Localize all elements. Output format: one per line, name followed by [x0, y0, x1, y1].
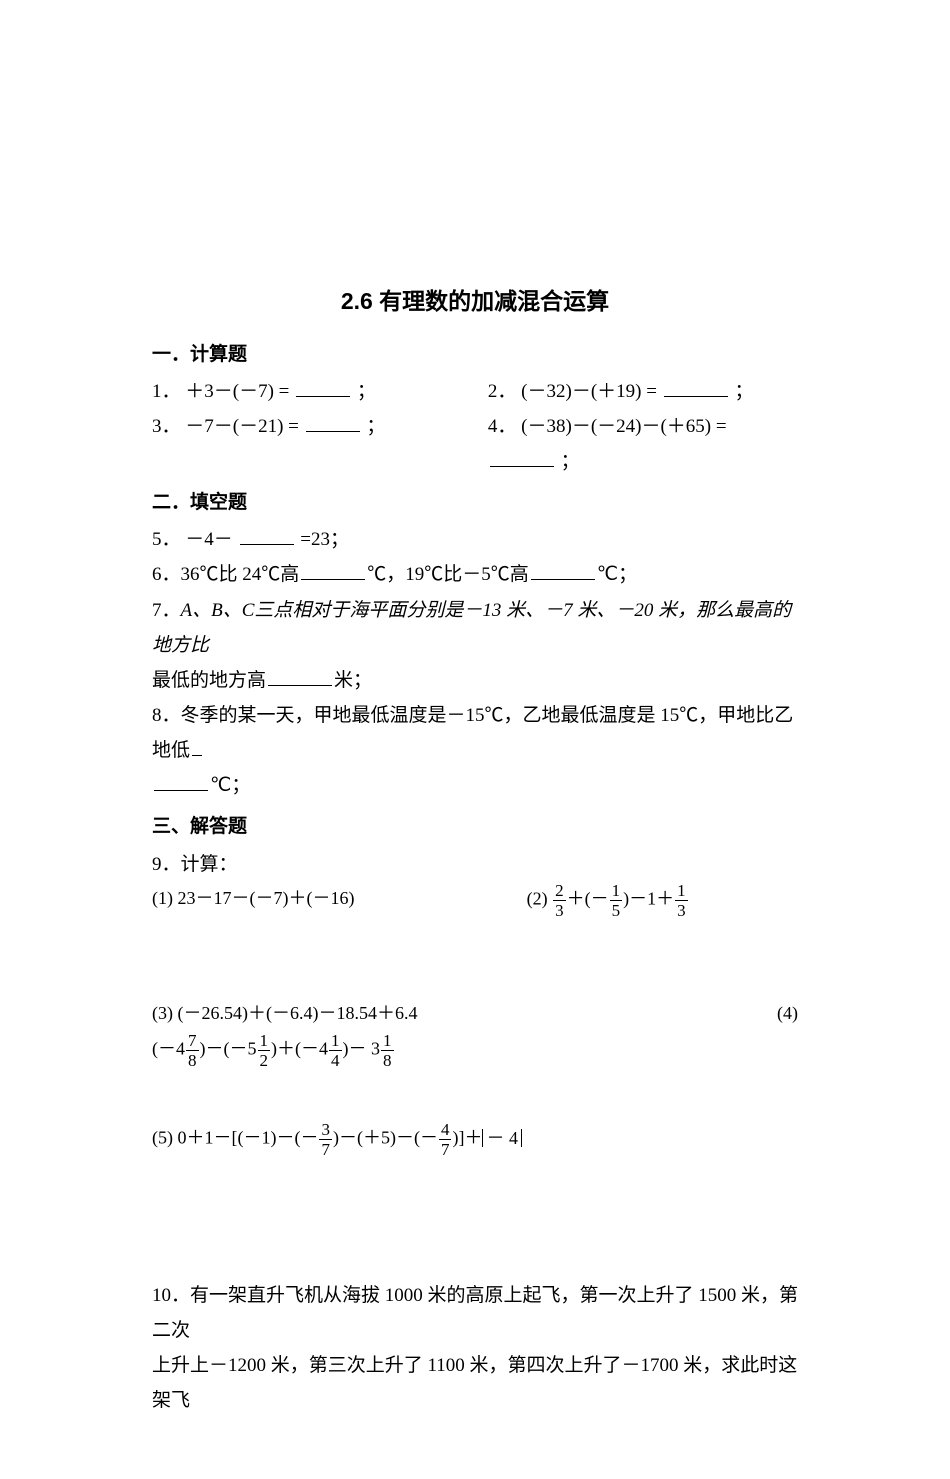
frac-2-3: 23: [553, 882, 566, 919]
q9-2-lead: (2): [527, 888, 553, 908]
q9-4-c: )＋(－4: [271, 1039, 328, 1059]
q9-2: (2) 23＋(－15)－1＋13: [527, 882, 798, 919]
q9-1: (1) 23－17－(－7)＋(－16): [152, 882, 527, 919]
q9-2-mid1: ＋(－: [567, 888, 609, 908]
q3-expr: －7－(－21) =: [185, 416, 299, 437]
q8-tail: ℃；: [210, 775, 250, 796]
q2-expr: (－32)－(＋19) =: [521, 381, 657, 402]
q10-line2: 上升上－1200 米，第三次上升了 1100 米，第四次上升了－1700 米，求…: [152, 1348, 798, 1418]
section-3-head: 三、解答题: [152, 809, 798, 844]
section-1-head: 一．计算题: [152, 337, 798, 372]
q2-tail: ；: [734, 381, 753, 402]
q8: 8．冬季的某一天，甲地最低温度是－15℃，乙地最低温度是 15℃，甲地比乙地低: [152, 698, 798, 768]
q1-tail: ；: [357, 381, 376, 402]
q3: 3． －7－(－21) = ；: [152, 409, 488, 479]
q9-5-mid2: )]＋: [452, 1128, 482, 1148]
q5-num: 5．: [152, 529, 181, 550]
q7-line2: 最低的地方高 米；: [152, 663, 798, 698]
q4-blank: [490, 466, 554, 467]
q6: 6．36℃比 24℃高 ℃，19℃比－5℃高 ℃；: [152, 557, 798, 592]
q9-4-b: )－(－5: [200, 1039, 257, 1059]
q5: 5． －4－ =23；: [152, 522, 798, 557]
frac-1-2: 12: [258, 1032, 271, 1069]
q8-blank: [154, 790, 208, 791]
q2: 2． (－32)－(＋19) = ；: [488, 374, 798, 409]
q1-blank: [296, 396, 350, 397]
q7-blank: [268, 685, 332, 686]
frac-1-3: 13: [675, 882, 688, 919]
frac-3-7: 37: [319, 1121, 332, 1158]
q6-c: ℃；: [597, 564, 637, 585]
q2-blank: [664, 396, 728, 397]
q8-line2: ℃；: [152, 768, 798, 803]
frac-1-8: 18: [381, 1032, 394, 1069]
q9-5: (5) 0＋1－[(－1)－(－37)－(＋5)－(－47)]＋－ 4: [152, 1121, 798, 1158]
q9-5-lead: (5) 0＋1－[(－1)－(－: [152, 1128, 318, 1148]
q7-pre: 7．: [152, 600, 181, 621]
q8-pre: 8．冬季的某一天，甲地最低温度是－15℃，乙地最低温度是 15℃，甲地比乙地低: [152, 705, 793, 761]
q5-tail: =23；: [300, 529, 349, 550]
q9-4-num: (4): [746, 997, 798, 1030]
q9-2-mid2: )－1＋: [623, 888, 674, 908]
q7: 7．A、B、C三点相对于海平面分别是－13 米、－7 米、－20 米，那么最高的…: [152, 593, 798, 663]
q4-expr: (－38)－(－24)－(＋65) =: [521, 416, 726, 437]
q1-num: 1．: [152, 381, 181, 402]
q4-num: 4．: [488, 416, 517, 437]
q4-tail: ；: [561, 451, 580, 472]
q9-head: 9．计算：: [152, 847, 798, 882]
q3-tail: ；: [366, 416, 385, 437]
q1-expr: ＋3－(－7) =: [185, 381, 289, 402]
abs-neg4: － 4: [482, 1129, 522, 1147]
q7-line2b: 米；: [334, 670, 372, 691]
q6-a: 36℃比 24℃高: [181, 564, 300, 585]
q10: 10．有一架直升飞机从海拔 1000 米的高原上起飞，第一次上升了 1500 米…: [152, 1278, 798, 1348]
q5-lead: －4－: [185, 529, 233, 550]
q3-num: 3．: [152, 416, 181, 437]
q5-blank: [240, 544, 294, 545]
frac-1-5: 15: [610, 882, 623, 919]
frac-7-8: 78: [186, 1032, 199, 1069]
q6-blank-1: [301, 579, 365, 580]
q7-body: A、B、C三点相对于海平面分别是－13 米、－7 米、－20 米，那么最高的地方…: [152, 600, 791, 656]
frac-4-7: 47: [439, 1121, 452, 1158]
page-title: 2.6 有理数的加减混合运算: [152, 280, 798, 323]
q1: 1． ＋3－(－7) = ；: [152, 374, 488, 409]
section-2-head: 二．填空题: [152, 485, 798, 520]
q9-4: (－478)－(－512)＋(－414)－ 318: [152, 1032, 798, 1069]
q9-5-mid1: )－(＋5)－(－: [333, 1128, 438, 1148]
q8-blank-inline: [192, 755, 202, 756]
q9-4-a: (－4: [152, 1039, 185, 1059]
q6-blank-2: [531, 579, 595, 580]
q2-num: 2．: [488, 381, 517, 402]
frac-1-4: 14: [329, 1032, 342, 1069]
q6-b: ℃，19℃比－5℃高: [367, 564, 529, 585]
q7-line2a: 最低的地方高: [152, 670, 266, 691]
q9-4-d: )－ 3: [343, 1039, 381, 1059]
q6-num: 6．: [152, 564, 181, 585]
q4: 4． (－38)－(－24)－(＋65) = ；: [488, 409, 798, 479]
q9-3: (3) (－26.54)＋(－6.4)－18.54＋6.4: [152, 997, 746, 1030]
q3-blank: [306, 431, 360, 432]
